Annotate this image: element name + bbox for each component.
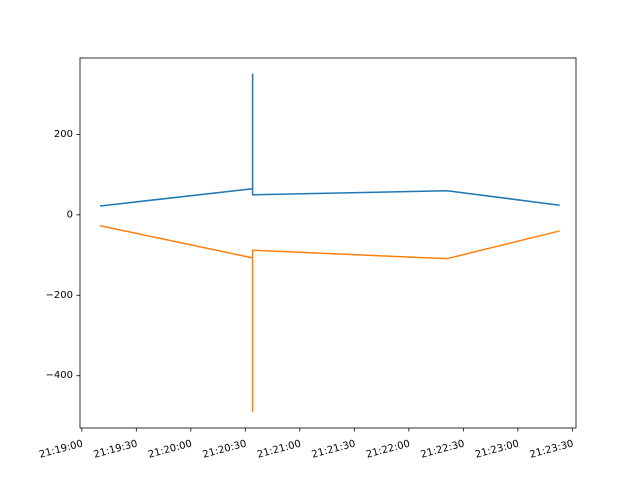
plot-area <box>79 57 577 429</box>
x-tick-label: 21:23:00 <box>474 438 520 460</box>
series-layer <box>99 73 560 412</box>
x-tick-label: 21:19:30 <box>93 438 139 460</box>
plot-frame <box>79 57 577 429</box>
y-tick-label: 0 <box>67 209 73 220</box>
x-tick-label: 21:23:30 <box>529 438 575 460</box>
y-tick-label: 200 <box>54 129 73 140</box>
series-line-2 <box>99 224 560 412</box>
x-tick-label: 21:21:00 <box>256 438 302 460</box>
x-tick-label: 21:22:30 <box>420 438 466 460</box>
x-tick-label: 21:21:30 <box>311 438 357 460</box>
y-tick-label: −200 <box>46 290 73 301</box>
y-tick-label: −400 <box>46 370 73 381</box>
x-axis: 21:19:00 21:19:30 21:20:00 21:20:30 21:21:00… <box>38 428 575 461</box>
x-tick-label: 21:20:30 <box>202 438 248 460</box>
x-tick-label: 21:19:00 <box>38 438 84 460</box>
x-tick-label: 21:20:00 <box>147 438 193 460</box>
x-tick-label: 21:22:00 <box>365 438 411 460</box>
series-line-1 <box>99 73 560 207</box>
y-axis: −400 −200 0 200 <box>46 129 80 381</box>
